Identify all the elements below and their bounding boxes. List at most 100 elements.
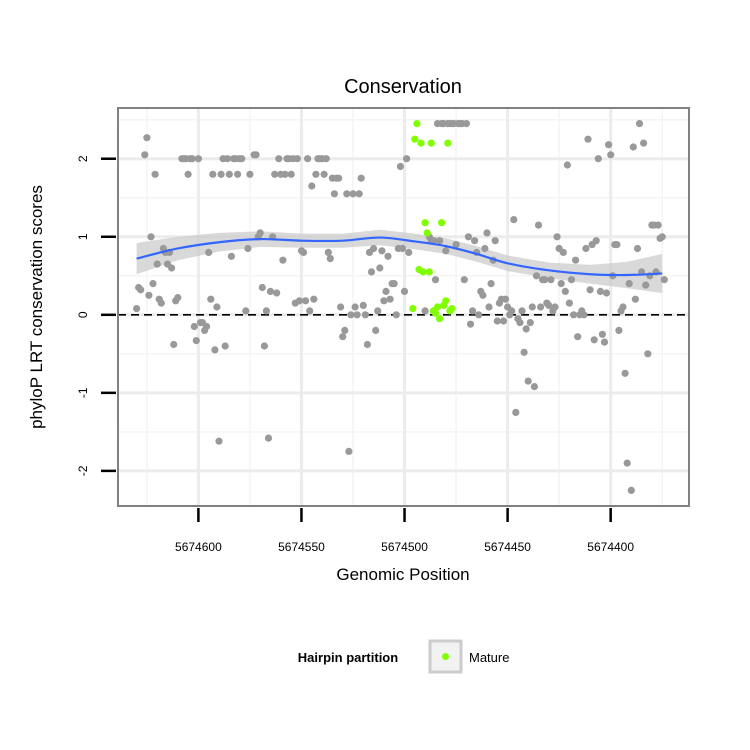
data-point <box>551 303 559 311</box>
mature-point <box>427 139 435 147</box>
data-point <box>460 276 468 284</box>
data-point <box>574 333 582 341</box>
data-point <box>462 120 470 128</box>
data-point <box>508 307 516 315</box>
data-point <box>469 307 477 315</box>
data-point <box>479 291 487 299</box>
legend-title: Hairpin partition <box>298 650 398 665</box>
data-point <box>466 320 475 328</box>
legend-label-mature: Mature <box>469 650 509 665</box>
data-points <box>133 120 668 494</box>
data-point <box>421 307 429 315</box>
data-point <box>225 170 233 178</box>
mature-point <box>425 268 433 276</box>
data-point <box>306 307 314 315</box>
data-point <box>526 319 534 327</box>
data-point <box>518 307 526 315</box>
data-point <box>644 350 652 358</box>
data-point <box>621 369 629 377</box>
data-point <box>149 280 157 288</box>
data-point <box>223 155 231 163</box>
mature-point <box>409 305 417 313</box>
y-tick-label: -2 <box>76 465 90 476</box>
data-point <box>537 303 545 311</box>
data-point <box>592 237 600 245</box>
data-point <box>359 301 367 309</box>
data-point <box>357 174 365 182</box>
data-point <box>174 294 182 302</box>
data-point <box>580 311 588 319</box>
data-point <box>273 289 281 297</box>
data-point <box>275 155 283 163</box>
data-point <box>203 322 211 331</box>
data-point <box>295 297 303 305</box>
data-point <box>594 155 602 163</box>
data-point <box>586 286 594 294</box>
data-point <box>190 322 198 331</box>
data-point <box>335 174 343 182</box>
data-point <box>534 221 543 229</box>
data-point <box>471 237 479 245</box>
plot-border <box>117 107 690 507</box>
data-point <box>567 276 576 284</box>
data-point <box>153 260 161 268</box>
data-point <box>147 233 155 241</box>
data-point <box>330 190 338 198</box>
data-point <box>188 155 196 163</box>
data-point <box>258 283 266 292</box>
x-axis: 5674600 5674550 5674500 5674450 5674400 <box>175 508 634 554</box>
data-point <box>264 434 273 442</box>
x-tick-label: 5674400 <box>587 540 634 554</box>
data-point <box>378 247 386 255</box>
data-point <box>483 229 491 237</box>
data-point <box>246 170 254 178</box>
data-point <box>322 155 330 163</box>
data-point <box>429 237 437 245</box>
data-point <box>279 256 287 264</box>
data-point <box>217 170 225 178</box>
y-tick-label: -1 <box>76 387 90 398</box>
data-point <box>363 340 371 349</box>
data-point <box>370 244 378 253</box>
mature-point <box>417 139 425 147</box>
mature-point <box>419 268 427 276</box>
data-point <box>565 299 574 307</box>
data-point <box>355 190 363 198</box>
data-point <box>137 286 145 294</box>
data-point <box>380 297 388 305</box>
data-point <box>501 295 510 303</box>
data-point <box>390 280 398 288</box>
data-point <box>442 247 450 255</box>
mature-point <box>436 315 444 323</box>
y-axis-title: phyloP LRT conservation scores <box>27 185 46 429</box>
data-point <box>345 447 353 455</box>
data-point <box>561 287 569 295</box>
data-point <box>658 233 666 241</box>
smooth-trend <box>136 236 663 277</box>
data-point <box>557 280 565 288</box>
data-point <box>145 291 153 299</box>
data-point <box>522 325 530 333</box>
data-point <box>584 135 592 143</box>
data-point <box>266 287 275 295</box>
x-tick-label: 5674550 <box>278 540 325 554</box>
data-point <box>405 248 413 256</box>
legend: Hairpin partition Mature <box>298 639 509 674</box>
data-point <box>324 248 332 256</box>
mature-point <box>433 303 442 311</box>
data-point <box>436 237 444 245</box>
data-point <box>547 276 555 284</box>
data-point <box>627 486 635 494</box>
data-point <box>582 244 590 253</box>
data-point <box>238 155 246 163</box>
mature-point <box>431 309 440 317</box>
data-point <box>631 295 640 303</box>
x-tick-label: 5674450 <box>484 540 531 554</box>
data-point <box>143 134 151 142</box>
data-point <box>227 252 235 260</box>
data-point <box>376 264 384 272</box>
data-point <box>563 161 572 169</box>
data-point <box>349 190 357 198</box>
data-point <box>271 170 279 178</box>
data-point <box>607 151 615 159</box>
